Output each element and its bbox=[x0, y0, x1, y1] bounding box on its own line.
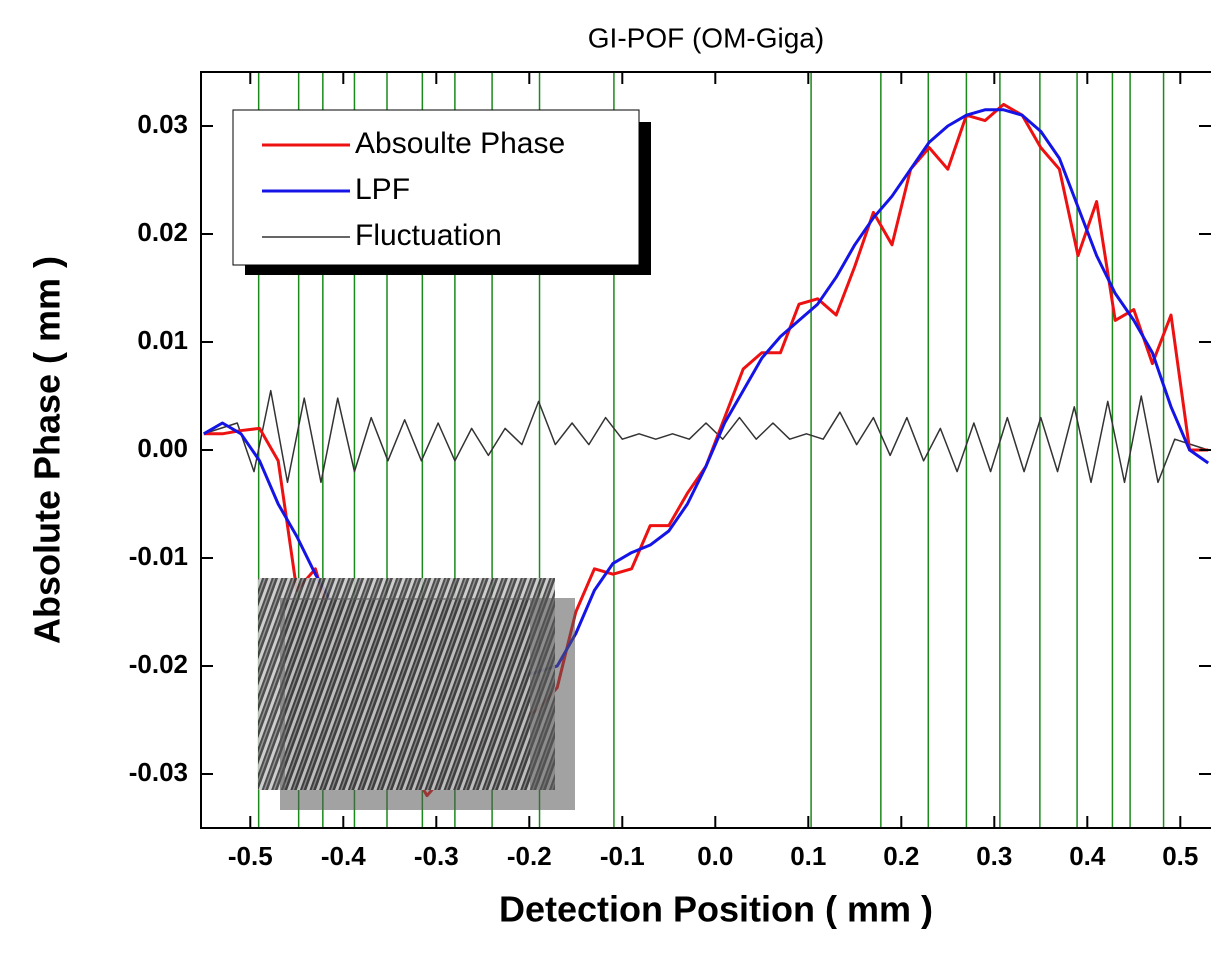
legend-label: Absoulte Phase bbox=[355, 127, 565, 160]
y-tick-label: -0.01 bbox=[129, 541, 188, 571]
chart-title: GI-POF (OM-Giga) bbox=[588, 22, 824, 53]
x-tick-label: 0.3 bbox=[976, 841, 1012, 871]
y-tick-label: 0.03 bbox=[137, 109, 188, 139]
y-tick-label: -0.03 bbox=[129, 757, 188, 787]
x-tick-label: 0.2 bbox=[883, 841, 919, 871]
x-tick-label: 0.4 bbox=[1069, 841, 1106, 871]
y-tick-label: 0.00 bbox=[137, 433, 188, 463]
x-tick-label: 0.1 bbox=[790, 841, 826, 871]
axes: -0.5 -0.4 -0.3 -0.2 -0.1 0.0 0.1 0.2 0.3 0.4 0.5 -0… bbox=[129, 72, 1211, 871]
y-tick-label: -0.02 bbox=[129, 649, 188, 679]
legend: Absoulte Phase LPF Fluctuation bbox=[232, 109, 651, 275]
x-tick-label: 0.0 bbox=[697, 841, 733, 871]
x-tick-label: -0.1 bbox=[600, 841, 645, 871]
x-tick-label: -0.3 bbox=[414, 841, 459, 871]
legend-label: LPF bbox=[355, 173, 410, 206]
x-tick-label: 0.5 bbox=[1162, 841, 1198, 871]
series-line bbox=[203, 389, 1209, 484]
x-tick-label: -0.4 bbox=[321, 841, 366, 871]
legend-label: Fluctuation bbox=[355, 219, 502, 252]
y-tick-label: 0.02 bbox=[137, 217, 188, 247]
x-axis-title: Detection Position ( mm ) bbox=[499, 889, 933, 930]
legend-box bbox=[232, 109, 640, 266]
x-tick-label: -0.2 bbox=[507, 841, 552, 871]
fringe-image-detail bbox=[285, 600, 530, 790]
x-tick-label: -0.5 bbox=[228, 841, 273, 871]
y-axis-title: Absolute Phase ( mm ) bbox=[27, 256, 68, 644]
fringe-image bbox=[258, 578, 575, 810]
y-tick-label: 0.01 bbox=[137, 325, 188, 355]
